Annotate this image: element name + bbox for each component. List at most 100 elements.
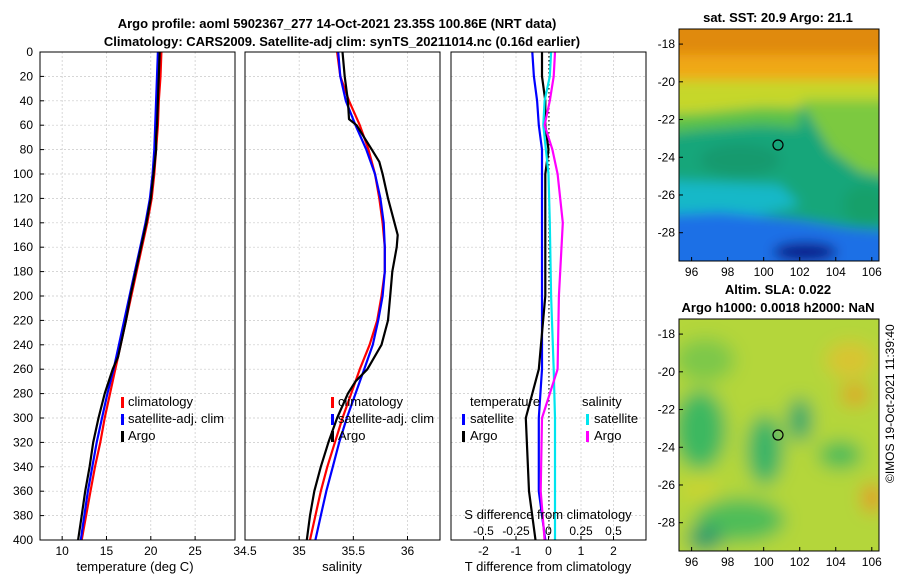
difference-lines [524,51,564,541]
depth-tick-label: 0 [26,45,33,59]
depth-tick-label: 80 [20,143,34,157]
depth-tick-label: 260 [13,362,33,376]
depth-tick-label: 140 [13,216,33,230]
xtick-label: 20 [144,544,158,558]
legend-mark-argo [331,431,334,442]
depth-tick-label: 100 [13,167,33,181]
lat-tick-label: -22 [658,113,676,127]
sst-map-frame [678,28,880,262]
depth-tick-label: 40 [20,94,34,108]
salinity-grid [244,51,440,541]
sla-map-panel: Altim. SLA: 0.022 Argo h1000: 0.0018 h20… [658,282,882,569]
legend-mark-satellite [331,414,334,425]
difference-legend: temperature salinity satellite Argo sate… [462,394,638,443]
depth-tick-label: 60 [20,118,34,132]
lat-tick-label: -20 [658,75,676,89]
figure-title-line2: Climatology: CARS2009. Satellite-adj cli… [104,34,580,49]
sla-field [679,319,879,551]
temperature-xticks: 10 15 20 25 [55,536,202,558]
depth-tick-label: 340 [13,460,33,474]
series-line-argo [77,51,161,541]
xtick-label: 34.5 [233,544,257,558]
sla-map-title-line2: Argo h1000: 0.0018 h2000: NaN [682,300,875,315]
legend-mark-s-argo [586,431,589,442]
salinity-legend: climatology satellite-adj. clim Argo [331,394,434,443]
lon-tick-label: 98 [721,555,735,569]
sst-longitude-ticks: 96 98 100 102 104 106 [685,257,882,279]
legend-label-climatology: climatology [338,394,404,409]
lon-tick-label: 96 [685,265,699,279]
xtick-label: -2 [478,544,489,558]
lat-tick-label: -22 [658,403,676,417]
figure-title-line1: Argo profile: aoml 5902367_277 14-Oct-20… [118,16,557,31]
sst-map-title: sat. SST: 20.9 Argo: 21.1 [703,10,853,25]
depth-tick-label: 280 [13,387,33,401]
legend-label-climatology: climatology [128,394,194,409]
series-line-t-satellite [531,51,547,541]
legend-mark-t-satellite [462,414,465,425]
legend-label-satellite: satellite-adj. clim [128,411,224,426]
legend-mark-t-argo [462,431,465,442]
t-difference-xlabel: T difference from climatology [465,559,632,574]
lat-tick-label: -18 [658,37,676,51]
legend-label-s-argo: Argo [594,428,621,443]
lat-tick-label: -26 [658,478,676,492]
sst-field [679,29,879,261]
depth-tick-label: 220 [13,313,33,327]
temperature-legend: climatology satellite-adj. clim Argo [121,394,224,443]
lon-tick-label: 104 [826,555,846,569]
s-difference-ticks: -0.5 -0.25 0 0.25 0.5 [473,524,622,540]
lon-tick-label: 106 [862,265,882,279]
legend-label-t-argo: Argo [470,428,497,443]
lon-tick-label: 98 [721,265,735,279]
argo-location-marker-sst [772,139,784,151]
legend-title-temperature: temperature [470,394,540,409]
lat-tick-label: -26 [658,188,676,202]
depth-tick-label: 200 [13,289,33,303]
s-tick-label: -0.25 [502,524,530,538]
xtick-label: -1 [511,544,522,558]
difference-panel: -2 -1 0 1 2 -0.5 -0.25 0 0.25 0.5 S difference f… [450,51,647,574]
legend-label-argo: Argo [128,428,155,443]
lat-tick-label: -24 [658,150,676,164]
temperature-xlabel: temperature (deg C) [76,559,193,574]
s-tick-label: -0.5 [473,524,494,538]
xtick-label: 35 [292,544,306,558]
depth-tick-label: 380 [13,509,33,523]
s-tick-label: 0.5 [605,524,622,538]
lon-tick-label: 100 [754,555,774,569]
xtick-label: 36 [401,544,415,558]
legend-mark-climatology [331,397,334,408]
lat-tick-label: -28 [658,516,676,530]
xtick-label: 10 [55,544,69,558]
lat-tick-label: -24 [658,440,676,454]
legend-mark-s-satellite [586,414,589,425]
lon-tick-label: 102 [790,555,810,569]
xtick-label: 0 [545,544,552,558]
sst-latitude-ticks: -18 -20 -22 -24 -26 -28 [658,37,683,240]
legend-mark-climatology [121,397,124,408]
series-line-satellite-adj-clim [314,51,386,541]
lon-tick-label: 102 [790,265,810,279]
legend-mark-satellite [121,414,124,425]
xtick-label: 15 [100,544,114,558]
lon-tick-label: 106 [862,555,882,569]
temperature-lines [77,51,163,541]
temperature-grid [40,51,235,541]
depth-tick-label: 320 [13,435,33,449]
series-line-s-argo [539,51,564,541]
series-line-s-satellite [542,51,557,540]
salinity-panel: 34.5 35 35.5 36 salinity climatology satell… [233,51,441,574]
s-tick-label: 0 [545,524,552,538]
depth-tick-label: 400 [13,533,33,547]
legend-label-satellite: satellite-adj. clim [338,411,434,426]
lat-tick-label: -28 [658,226,676,240]
salinity-xlabel: salinity [322,559,362,574]
xtick-label: 1 [578,544,585,558]
lat-tick-label: -20 [658,365,676,379]
depth-tick-label: 180 [13,265,33,279]
xtick-label: 2 [610,544,617,558]
xtick-label: 25 [188,544,202,558]
legend-mark-argo [121,431,124,442]
sla-latitude-ticks: -18 -20 -22 -24 -26 -28 [658,327,683,530]
